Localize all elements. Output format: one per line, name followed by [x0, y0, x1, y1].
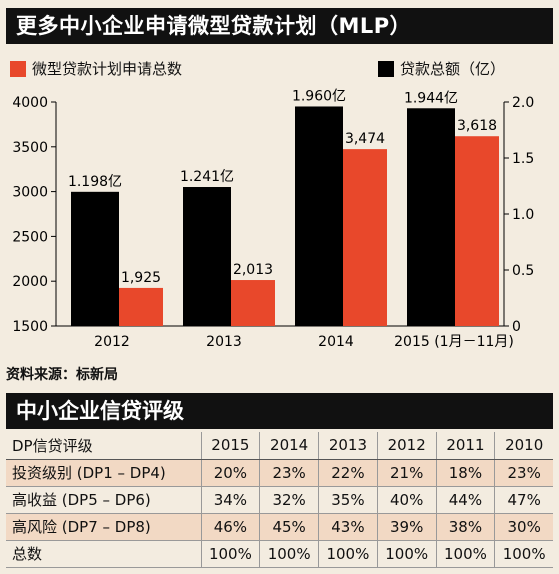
y-right-tick-label: 0 — [512, 319, 521, 335]
legend-item-applications: 微型贷款计划申请总数 — [10, 58, 182, 79]
table-cell: 18% — [435, 459, 495, 487]
y-left-tick-label: 1500 — [12, 319, 48, 335]
table-cell: 38% — [435, 513, 495, 541]
bar-amount — [71, 191, 119, 326]
table-cell: 100% — [494, 540, 553, 568]
table-row: 投资级别 (DP1 – DP4) 20% 23% 22% 21% 18% 23% — [6, 459, 553, 487]
bar-applications — [231, 280, 275, 326]
y-left-tick-label: 3000 — [12, 185, 48, 201]
table-header-row: DP信贷评级 2015 2014 2013 2012 2011 2010 — [6, 432, 553, 460]
table-cell: 32% — [259, 486, 319, 514]
data-label-amount: 1.241亿 — [180, 169, 234, 185]
legend-swatch-amount — [378, 60, 394, 77]
ratings-table: DP信贷评级 2015 2014 2013 2012 2011 2010 投资级别 (DP1 … — [6, 432, 553, 568]
column-header: 2011 — [435, 432, 495, 460]
table-cell: 43% — [318, 513, 378, 541]
data-label-amount: 1.944亿 — [404, 90, 458, 106]
table-cell: 47% — [494, 486, 553, 514]
table-cell: 投资级别 (DP1 – DP4) — [6, 459, 201, 487]
bar-amount — [295, 106, 343, 326]
table-cell: 30% — [494, 513, 553, 541]
x-tick-label: 2012 — [94, 334, 130, 350]
table-cell: 23% — [494, 459, 553, 487]
table-cell: 高风险 (DP7 – DP8) — [6, 513, 201, 541]
y-left-tick-label: 4000 — [12, 95, 48, 111]
bar-chart: 1500 2000 2500 3000 3500 4000 0 0.5 1.0 1.5 2.0 1.1… — [12, 88, 534, 350]
column-header: 2012 — [376, 432, 437, 460]
bar-applications — [343, 149, 387, 326]
column-header: 2015 — [200, 432, 260, 460]
x-tick-label: 2014 — [318, 334, 354, 350]
table-cell: 20% — [200, 459, 260, 487]
table-cell: 35% — [318, 486, 378, 514]
table-cell: 46% — [200, 513, 260, 541]
table-cell: 45% — [259, 513, 319, 541]
y-left-tick-label: 2000 — [12, 274, 48, 290]
y-right-tick-label: 2.0 — [512, 95, 534, 111]
legend-label-amount: 贷款总额（亿） — [400, 60, 506, 78]
data-label-amount: 1.198亿 — [68, 174, 122, 190]
column-header: 2010 — [494, 432, 553, 460]
legend-swatch-applications — [10, 60, 26, 77]
table-cell: 100% — [200, 540, 260, 568]
table-cell: 高收益 (DP5 – DP6) — [6, 486, 201, 514]
table-cell: 34% — [200, 486, 260, 514]
table-cell: 22% — [318, 459, 378, 487]
x-tick-label: 2013 — [206, 334, 242, 350]
data-label-applications: 2,013 — [233, 262, 273, 278]
y-right-tick-label: 1.5 — [512, 151, 534, 167]
y-right-tick-label: 0.5 — [512, 263, 534, 279]
table-cell: 21% — [376, 459, 437, 487]
legend-label-applications: 微型贷款计划申请总数 — [32, 60, 183, 78]
table-cell: 100% — [435, 540, 495, 568]
ratings-section-title: 中小企业信贷评级 — [6, 393, 553, 429]
table-row: 高风险 (DP7 – DP8) 46% 45% 43% 39% 38% 30% — [6, 513, 553, 541]
column-header: 2013 — [318, 432, 378, 460]
table-cell: 23% — [259, 459, 319, 487]
y-left-tick-label: 2500 — [12, 229, 48, 245]
table-cell: 40% — [376, 486, 437, 514]
legend-item-amount: 贷款总额（亿） — [378, 58, 505, 79]
table-row: 总数 100% 100% 100% 100% 100% 100% — [6, 540, 553, 568]
data-label-applications: 3,474 — [345, 131, 385, 147]
bar-amount — [183, 187, 231, 326]
table-cell: 44% — [435, 486, 495, 514]
data-label-amount: 1.960亿 — [292, 88, 346, 104]
y-left-tick-label: 3500 — [12, 140, 48, 156]
bar-applications — [119, 287, 163, 326]
chart-title: 更多中小企业申请微型贷款计划（MLP） — [6, 8, 553, 44]
table-cell: 39% — [376, 513, 437, 541]
table-cell: 100% — [259, 540, 319, 568]
column-header: 2014 — [259, 432, 319, 460]
y-right-tick-label: 1.0 — [512, 207, 534, 223]
table-cell: 100% — [376, 540, 437, 568]
table-cell: 总数 — [6, 540, 201, 568]
x-tick-label: 2015 (1月－11月) — [394, 334, 514, 350]
bar-applications — [455, 136, 499, 326]
bar-amount — [407, 108, 455, 326]
table-row: 高收益 (DP5 – DP6) 34% 32% 35% 40% 44% 47% — [6, 486, 553, 514]
data-label-applications: 1,925 — [121, 270, 161, 286]
data-label-applications: 3,618 — [457, 118, 497, 134]
table-cell: 100% — [318, 540, 378, 568]
source-note: 资料来源：标新局 — [6, 367, 118, 383]
column-header: DP信贷评级 — [6, 432, 201, 460]
